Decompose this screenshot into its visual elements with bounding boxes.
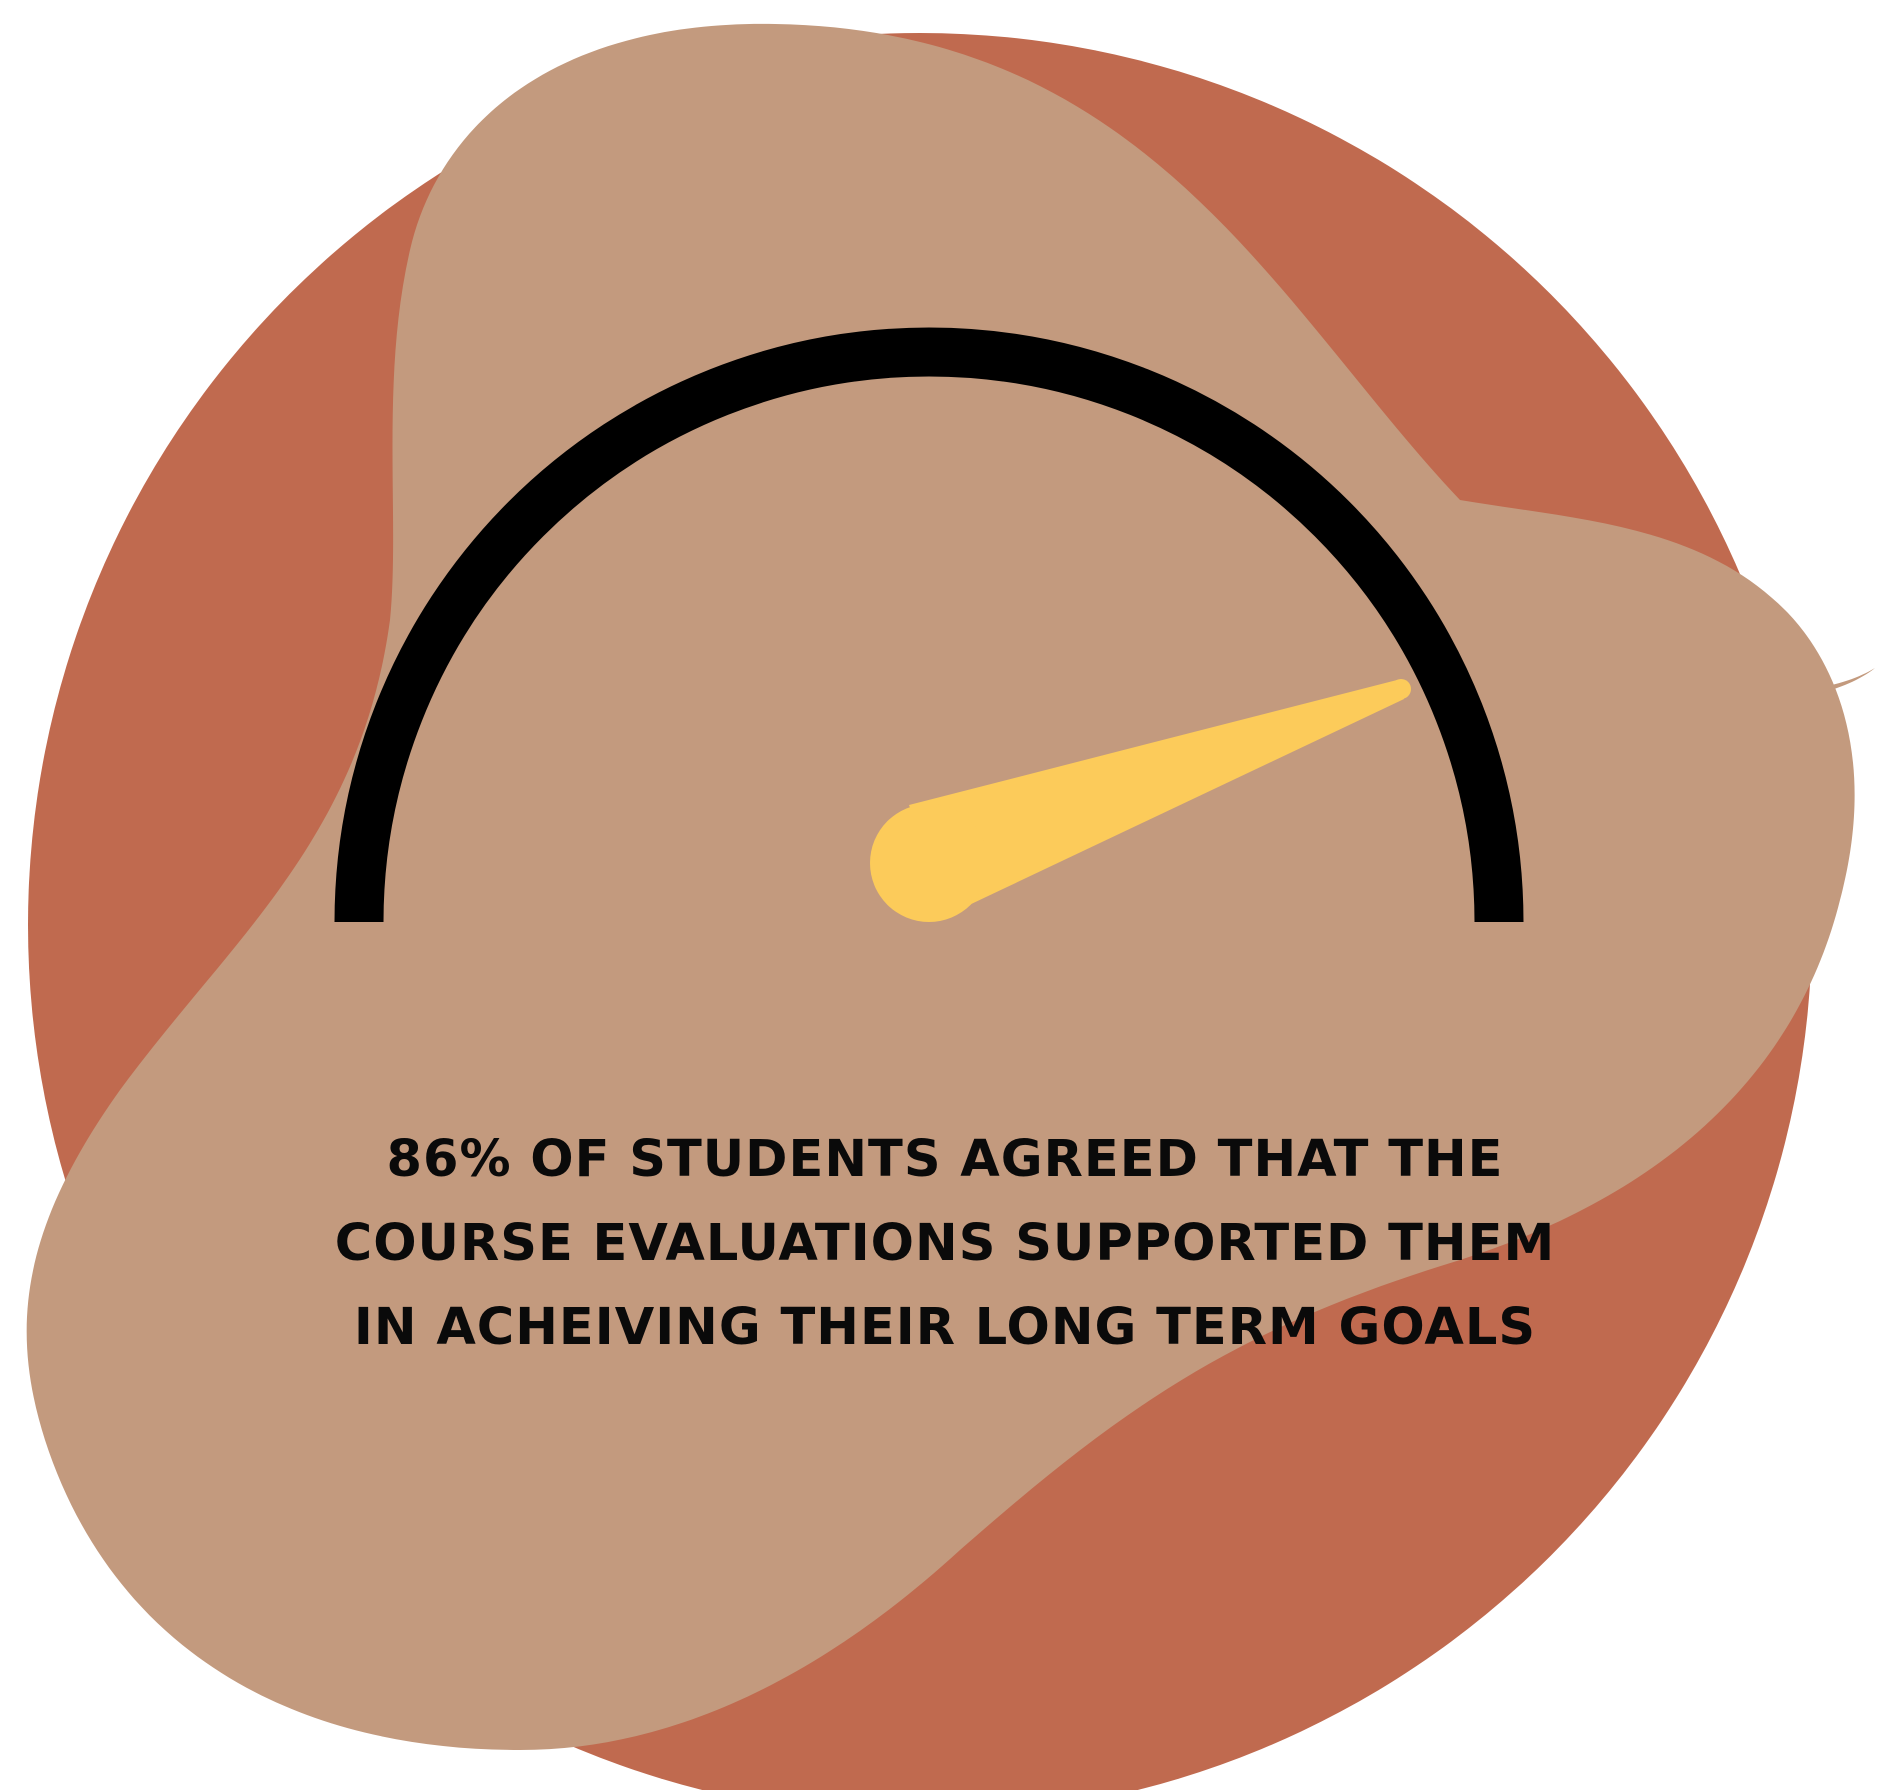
gauge-arc [334, 327, 1524, 923]
stat-line-3: IN ACHEIVING THEIR LONG TERM GOALS [353, 1298, 1537, 1357]
blob-tip [1805, 668, 1875, 695]
stat-line-2: COURSE EVALUATIONS SUPPORTED THEM [334, 1214, 1556, 1273]
stat-caption: 86% OF STUDENTS AGREED THAT THE COURSE E… [245, 1118, 1645, 1370]
gauge-needle [870, 679, 1411, 922]
stat-line-1: 86% OF STUDENTS AGREED THAT THE [386, 1130, 1504, 1189]
